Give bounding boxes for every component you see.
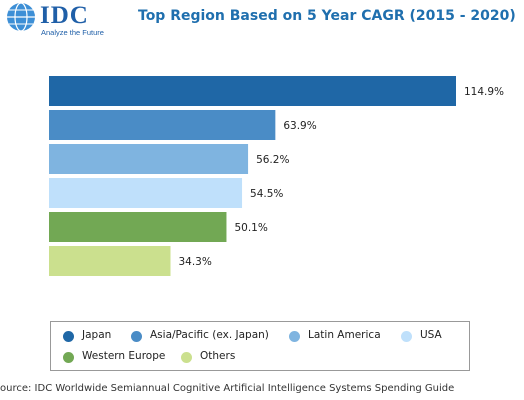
logo-wordmark: IDC xyxy=(40,2,89,29)
bar-value-label-2: 56.2% xyxy=(256,154,289,166)
legend-swatch-2 xyxy=(289,331,300,342)
legend-label-3: USA xyxy=(420,329,442,341)
legend-label-1: Asia/Pacific (ex. Japan) xyxy=(150,329,269,341)
legend-swatch-0 xyxy=(63,331,74,342)
legend-label-5: Others xyxy=(200,350,236,362)
idc-logo: IDC Analyze the Future xyxy=(6,2,112,37)
bar-value-label-4: 50.1% xyxy=(234,222,267,234)
legend-label-0: Japan xyxy=(82,329,112,341)
legend-swatch-5 xyxy=(181,352,192,363)
logo-tagline: Analyze the Future xyxy=(41,28,104,37)
bar-1 xyxy=(49,110,276,140)
chart-legend: Japan Asia/Pacific (ex. Japan) Latin Ameri… xyxy=(50,321,470,371)
legend-label-4: Western Europe xyxy=(82,350,166,362)
globe-icon xyxy=(7,2,35,32)
legend-swatch-1 xyxy=(131,331,142,342)
bar-value-label-3: 54.5% xyxy=(250,188,283,200)
legend-swatch-3 xyxy=(401,331,412,342)
bar-4 xyxy=(49,212,227,242)
bar-chart: 114.9% 63.9% 56.2% 54.5% 50.1% 34.3% xyxy=(49,76,504,276)
bar-value-label-5: 34.3% xyxy=(178,256,211,268)
legend-label-2: Latin America xyxy=(308,329,381,341)
bar-3 xyxy=(49,178,243,208)
bar-2 xyxy=(49,144,249,174)
bar-5 xyxy=(49,246,171,276)
legend-swatch-4 xyxy=(63,352,74,363)
source-note: ource: IDC Worldwide Semiannual Cognitiv… xyxy=(0,383,455,394)
chart-title: Top Region Based on 5 Year CAGR (2015 - … xyxy=(138,8,516,24)
bar-value-label-0: 114.9% xyxy=(464,86,504,98)
bar-0 xyxy=(49,76,456,106)
bar-value-label-1: 63.9% xyxy=(283,120,316,132)
